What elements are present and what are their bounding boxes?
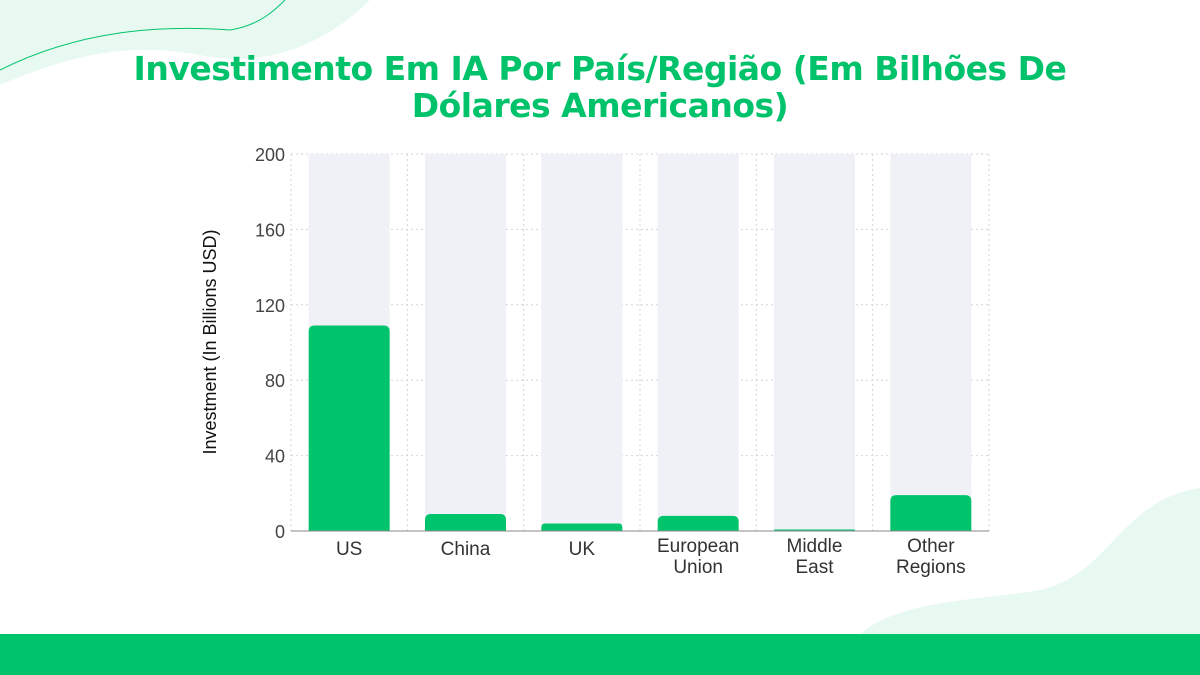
y-tick-label: 160 bbox=[255, 220, 285, 240]
y-tick-label: 0 bbox=[275, 522, 285, 542]
bar-background bbox=[774, 154, 855, 531]
x-tick-label: Other Regions bbox=[896, 536, 966, 578]
chart-title: Investimento Em IA Por País/Região (Em B… bbox=[133, 49, 1067, 125]
x-tick-label: European Union bbox=[657, 536, 739, 578]
x-tick-label: China bbox=[441, 539, 491, 560]
x-tick-label: US bbox=[336, 539, 362, 560]
top-left-line bbox=[0, 0, 286, 71]
bar bbox=[890, 495, 972, 531]
bottom-accent-bar bbox=[0, 634, 1200, 675]
y-axis-label: Investment (In Billions USD) bbox=[200, 229, 220, 454]
bar-background bbox=[425, 154, 506, 531]
y-tick-label: 200 bbox=[255, 145, 285, 165]
bar bbox=[541, 523, 623, 531]
bar bbox=[657, 515, 739, 531]
x-tick-label: UK bbox=[569, 539, 596, 560]
x-tick-label: Middle East bbox=[787, 536, 843, 578]
bar-background bbox=[890, 154, 972, 531]
bottom-right-blob bbox=[860, 488, 1200, 634]
bar-background bbox=[657, 154, 739, 531]
y-tick-label: 40 bbox=[265, 447, 285, 467]
top-left-blob bbox=[0, 0, 370, 85]
bar-background bbox=[541, 154, 623, 531]
bar bbox=[425, 514, 506, 531]
y-tick-label: 80 bbox=[265, 371, 285, 391]
y-tick-label: 120 bbox=[255, 296, 285, 316]
bar bbox=[308, 325, 390, 531]
